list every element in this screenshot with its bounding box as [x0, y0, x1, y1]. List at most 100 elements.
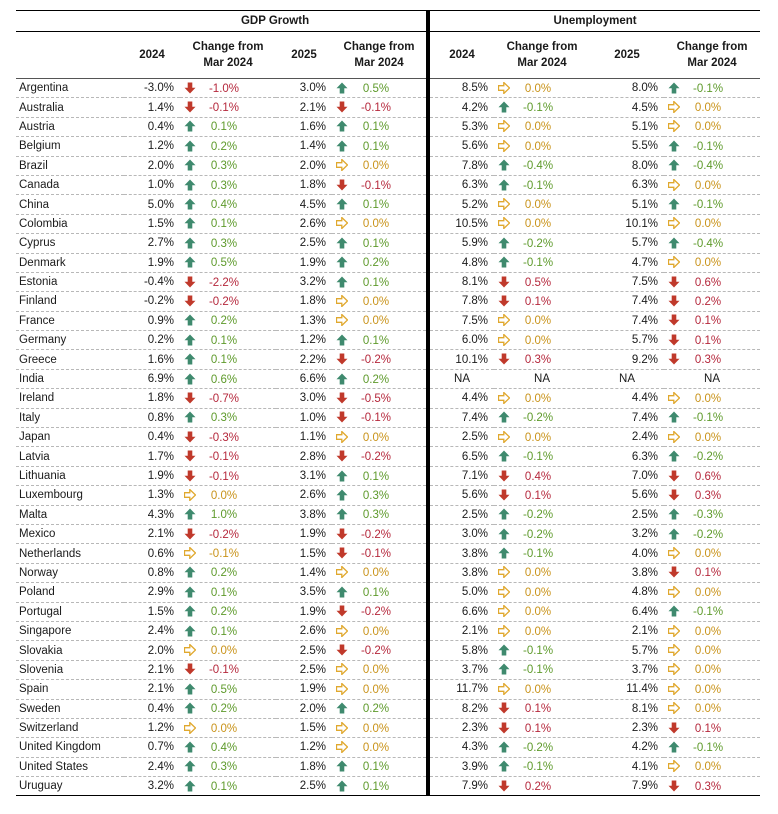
change-value: -0.1% — [523, 645, 554, 658]
up-arrow-icon — [184, 334, 196, 346]
unemp-2024-change: 0.0% — [494, 388, 591, 409]
down-arrow-icon — [498, 489, 510, 501]
up-arrow-icon — [184, 605, 196, 617]
unemp-2024-value: 8.2% — [426, 699, 495, 719]
change-value: -0.2% — [523, 237, 554, 250]
unemp-2025-change: 0.1% — [664, 718, 761, 739]
gdp-2025-value: 1.4% — [276, 563, 332, 584]
unemp-2025-value: 8.1% — [590, 699, 665, 719]
table-row: Slovakia 2.0% 0.0% 2.5% -0.2% 5.8% -0.1% 5.7% 0.… — [16, 640, 761, 661]
gdp-2024-change: -0.1% — [180, 466, 276, 487]
up-arrow-icon — [336, 120, 348, 132]
change-value: 0.0% — [362, 315, 390, 328]
change-value: 0.1% — [694, 315, 722, 328]
right-arrow-icon — [336, 740, 348, 753]
right-arrow-icon — [498, 139, 511, 152]
unemp-2024-value: 10.5% — [426, 214, 495, 235]
unemployment-header: Unemployment — [426, 10, 761, 32]
gdp-2024-change: 0.5% — [180, 679, 276, 700]
unemp-2024-change: -0.4% — [494, 156, 591, 176]
change-value: -0.2% — [208, 528, 240, 541]
change-value: 0.2% — [694, 295, 722, 308]
unemp-2025-value: 6.3% — [590, 446, 665, 467]
change-value: 0.0% — [694, 703, 722, 716]
unemp-2024-change: -0.2% — [494, 233, 591, 254]
change-value: -0.1% — [693, 140, 724, 153]
gdp-2025-change: 0.0% — [332, 679, 429, 700]
unemp-2025-value: 5.7% — [590, 330, 665, 351]
unemp-2024-change: 0.1% — [494, 291, 591, 312]
change-value: 0.1% — [694, 722, 722, 735]
gdp-2025-value: 1.9% — [276, 524, 332, 545]
country-name: Brazil — [16, 156, 124, 176]
right-arrow-icon — [668, 702, 681, 715]
table-row: Switzerland 1.2% 0.0% 1.5% 0.0% 2.3% 0.1% 2.3% 0… — [16, 718, 761, 739]
change-value: -0.2% — [693, 451, 724, 464]
country-name: Sweden — [16, 699, 124, 719]
gdp-2025-change: 0.1% — [332, 233, 429, 254]
down-arrow-icon — [336, 644, 348, 656]
gdp-2024-value: 3.2% — [124, 776, 180, 797]
change-value: -0.2% — [208, 295, 240, 308]
change-value: 0.3% — [524, 354, 552, 367]
unemp-2024-change: -0.1% — [494, 640, 591, 661]
unemp-2025-value: 11.4% — [590, 679, 665, 700]
gdp-2025-value: 3.0% — [276, 388, 332, 409]
up-arrow-icon — [184, 780, 196, 792]
header-unemp-2025: 2025 — [590, 31, 665, 79]
change-value: 0.0% — [524, 392, 552, 405]
right-arrow-icon — [498, 391, 511, 404]
country-name: Finland — [16, 291, 124, 312]
right-arrow-icon — [336, 430, 348, 443]
change-value: 0.2% — [524, 780, 552, 793]
country-name: Japan — [16, 427, 124, 448]
down-arrow-icon — [668, 780, 680, 792]
unemp-2024-value: NA — [426, 369, 495, 390]
change-value: 0.1% — [210, 780, 238, 793]
country-name: Greece — [16, 349, 124, 370]
unemp-2025-change: 0.2% — [664, 291, 761, 312]
up-arrow-icon — [336, 334, 348, 346]
country-name: Belgium — [16, 136, 124, 157]
unemp-2024-change: 0.0% — [494, 214, 591, 235]
gdp-2024-value: 2.4% — [124, 621, 180, 642]
change-value: 0.0% — [524, 199, 552, 212]
gdp-2024-change: -1.0% — [180, 78, 276, 99]
change-value: 0.3% — [210, 412, 238, 425]
gdp-2024-change: 0.4% — [180, 194, 276, 215]
change-value: 0.0% — [524, 586, 552, 599]
gdp-2024-change: 0.3% — [180, 156, 276, 176]
country-name: Canada — [16, 175, 124, 196]
unemp-2025-change: 0.6% — [664, 466, 761, 487]
change-value: -0.3% — [693, 509, 724, 522]
gdp-2024-value: 2.1% — [124, 660, 180, 681]
gdp-2024-value: 4.3% — [124, 505, 180, 525]
change-value: -0.2% — [360, 645, 392, 658]
change-value: -0.2% — [360, 528, 392, 541]
up-arrow-icon — [184, 566, 196, 578]
gdp-2025-value: 1.8% — [276, 291, 332, 312]
change-value: -0.1% — [360, 179, 392, 192]
change-value: 0.5% — [210, 257, 238, 270]
up-arrow-icon — [184, 683, 196, 695]
unemp-2024-change: 0.0% — [494, 330, 591, 351]
gdp-2025-change: -0.2% — [332, 602, 429, 622]
unemp-2024-value: 5.3% — [426, 117, 495, 138]
unemp-2024-value: 4.2% — [426, 97, 495, 118]
up-arrow-icon — [184, 237, 196, 249]
gdp-2025-value: 4.5% — [276, 194, 332, 215]
right-arrow-icon — [668, 101, 681, 114]
right-arrow-icon — [498, 217, 511, 230]
change-value: -0.1% — [208, 451, 240, 464]
unemp-2024-value: 4.8% — [426, 253, 495, 273]
column-header-row: 2024 Change from Mar 2024 2025 Change fro… — [16, 31, 761, 79]
unemp-2024-change: 0.1% — [494, 485, 591, 506]
table-row: Cyprus 2.7% 0.3% 2.5% 0.1% 5.9% -0.2% 5.7% -0.4% — [16, 233, 761, 254]
country-name: Germany — [16, 330, 124, 351]
change-value: 0.0% — [694, 761, 722, 774]
change-value: -0.4% — [693, 237, 724, 250]
unemp-2025-change: -0.2% — [664, 446, 761, 467]
gdp-2024-value: 0.8% — [124, 408, 180, 429]
gdp-2025-value: 1.9% — [276, 602, 332, 622]
gdp-2024-value: -0.2% — [124, 291, 180, 312]
